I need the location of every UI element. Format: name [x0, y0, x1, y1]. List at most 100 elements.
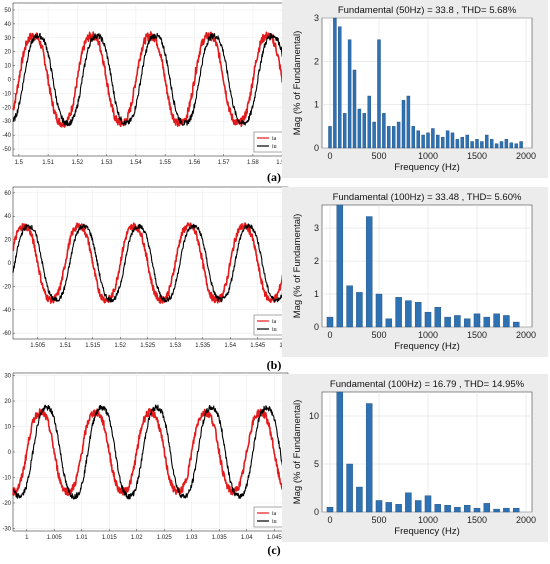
panel-caption-1: (b) [267, 358, 282, 372]
harmonic-bar [375, 293, 383, 328]
harmonic-bar [328, 126, 332, 149]
harmonic-bar [463, 505, 471, 513]
harmonic-spectrum-1: Fundamental (100Hz) = 33.48 , THD= 5.60%… [282, 187, 548, 357]
harmonic-bar [395, 504, 402, 513]
hist-x-tick-label: 0 [327, 151, 332, 161]
hist-y-tick-label: 2 [314, 256, 319, 266]
harmonic-bar [421, 134, 425, 149]
harmonic-bar [326, 507, 334, 513]
harmonic-bar [426, 132, 430, 149]
histogram-title: Fundamental (100Hz) = 16.79 , THD= 14.95… [330, 379, 525, 390]
hist-x-tick-label: 2000 [516, 151, 536, 161]
harmonic-bar [357, 108, 362, 149]
histogram-ylabel: Mag (% of Fundamental) [292, 214, 303, 319]
hist-x-tick-label: 1500 [467, 151, 487, 161]
y-tick-label: -20 [2, 105, 11, 111]
x-tick-label: 1.55 [159, 160, 171, 166]
y-tick-label: -60 [2, 331, 11, 337]
harmonic-bar [514, 143, 518, 149]
harmonic-bar [382, 113, 386, 149]
harmonic-bar [377, 39, 381, 149]
x-tick-label: 1.56 [189, 160, 201, 166]
harmonic-bar [411, 126, 416, 149]
harmonic-bar [504, 139, 509, 149]
series-line-ia [12, 222, 289, 304]
harmonic-bar [387, 126, 391, 149]
harmonic-bar [347, 39, 352, 149]
legend-box [253, 506, 287, 528]
harmonic-bar [473, 313, 481, 328]
harmonic-bar [440, 136, 445, 149]
harmonic-bar [475, 139, 479, 149]
hist-x-tick-label: 500 [371, 151, 386, 161]
hist-y-tick-label: 3 [314, 13, 319, 23]
time-plot-1: -60 -40 -20 0 20 40 60 1.505 1.51 1.515 1.52 1.525 1… [2, 186, 292, 349]
histogram-title: Fundamental (100Hz) = 33.48 , THD= 5.60% [333, 192, 522, 203]
harmonic-bar [445, 130, 450, 149]
harmonic-bar [401, 100, 406, 149]
harmonic-bar [519, 141, 523, 149]
harmonic-bar [346, 463, 353, 513]
x-tick-label: 1.04 [241, 535, 253, 541]
harmonic-bar [396, 121, 401, 149]
harmonic-bar [391, 126, 396, 149]
harmonic-bar [405, 492, 412, 513]
x-tick-label: 1.035 [212, 535, 228, 541]
legend-box [253, 314, 287, 336]
time-plot-2: -30 -20 -10 0 10 20 30 1 1.005 1.01 1.015 1.02 1.025… [2, 372, 289, 541]
harmonic-bar [493, 508, 500, 513]
x-tick-label: 1.57 [218, 160, 230, 166]
legend-label-iu: iu [272, 327, 277, 333]
x-tick-label: 1.54 [130, 160, 142, 166]
y-tick-label: -20 [2, 501, 11, 507]
harmonic-bar [326, 316, 334, 328]
legend: ia iu [253, 314, 287, 336]
histogram-frame [321, 204, 533, 328]
x-tick-label: 1.02 [131, 535, 143, 541]
panel-caption-2: (c) [267, 543, 280, 557]
harmonic-bar [493, 313, 500, 328]
harmonic-bar [434, 307, 442, 328]
legend-label-ia: ia [272, 511, 277, 517]
harmonic-bar [431, 128, 435, 149]
harmonic-bar [367, 95, 371, 149]
harmonic-bar [483, 503, 491, 513]
harmonic-bar [473, 507, 481, 513]
y-tick-label: 20 [4, 238, 11, 244]
harmonic-bar [336, 204, 344, 328]
x-tick-label: 1.54 [224, 343, 236, 349]
harmonic-bar [346, 285, 353, 328]
harmonic-bar [405, 300, 412, 328]
harmonic-bar [512, 321, 520, 328]
hist-x-tick-label: 1000 [418, 330, 438, 340]
harmonic-bar [489, 139, 494, 149]
hist-x-tick-label: 1000 [418, 515, 438, 525]
harmonic-bar [434, 504, 442, 513]
y-tick-label: 40 [4, 22, 11, 28]
histogram-frame [321, 17, 533, 149]
legend-label-ia: ia [272, 136, 277, 142]
series-line-ia [12, 408, 289, 497]
harmonic-bar [455, 139, 460, 149]
histogram-ylabel: Mag (% of Fundamental) [292, 31, 303, 136]
harmonic-bar [465, 134, 469, 149]
legend-box [253, 131, 287, 153]
harmonic-bar [336, 391, 344, 513]
harmonic-bar [444, 505, 451, 513]
histogram-ylabel: Mag (% of Fundamental) [292, 400, 303, 505]
harmonic-bar [503, 315, 510, 328]
harmonic-bar [454, 507, 461, 513]
hist-x-tick-label: 1500 [467, 515, 487, 525]
y-tick-label: -50 [2, 147, 11, 153]
legend-label-iu: iu [272, 144, 277, 150]
harmonic-bar [342, 113, 347, 149]
harmonic-bar [352, 69, 357, 149]
harmonic-bar [356, 292, 363, 328]
x-tick-label: 1.025 [157, 535, 173, 541]
hist-y-tick-label: 2 [314, 56, 319, 66]
histogram-xlabel: Frequency (Hz) [394, 526, 459, 537]
hist-y-tick-label: 0 [314, 507, 319, 517]
time-plot-0: -50 -40 -30 -20 -10 0 10 20 30 40 50 1.5 1.51 1.52 1.5… [2, 2, 289, 166]
hist-x-tick-label: 500 [371, 330, 386, 340]
hist-x-tick-label: 1000 [418, 151, 438, 161]
